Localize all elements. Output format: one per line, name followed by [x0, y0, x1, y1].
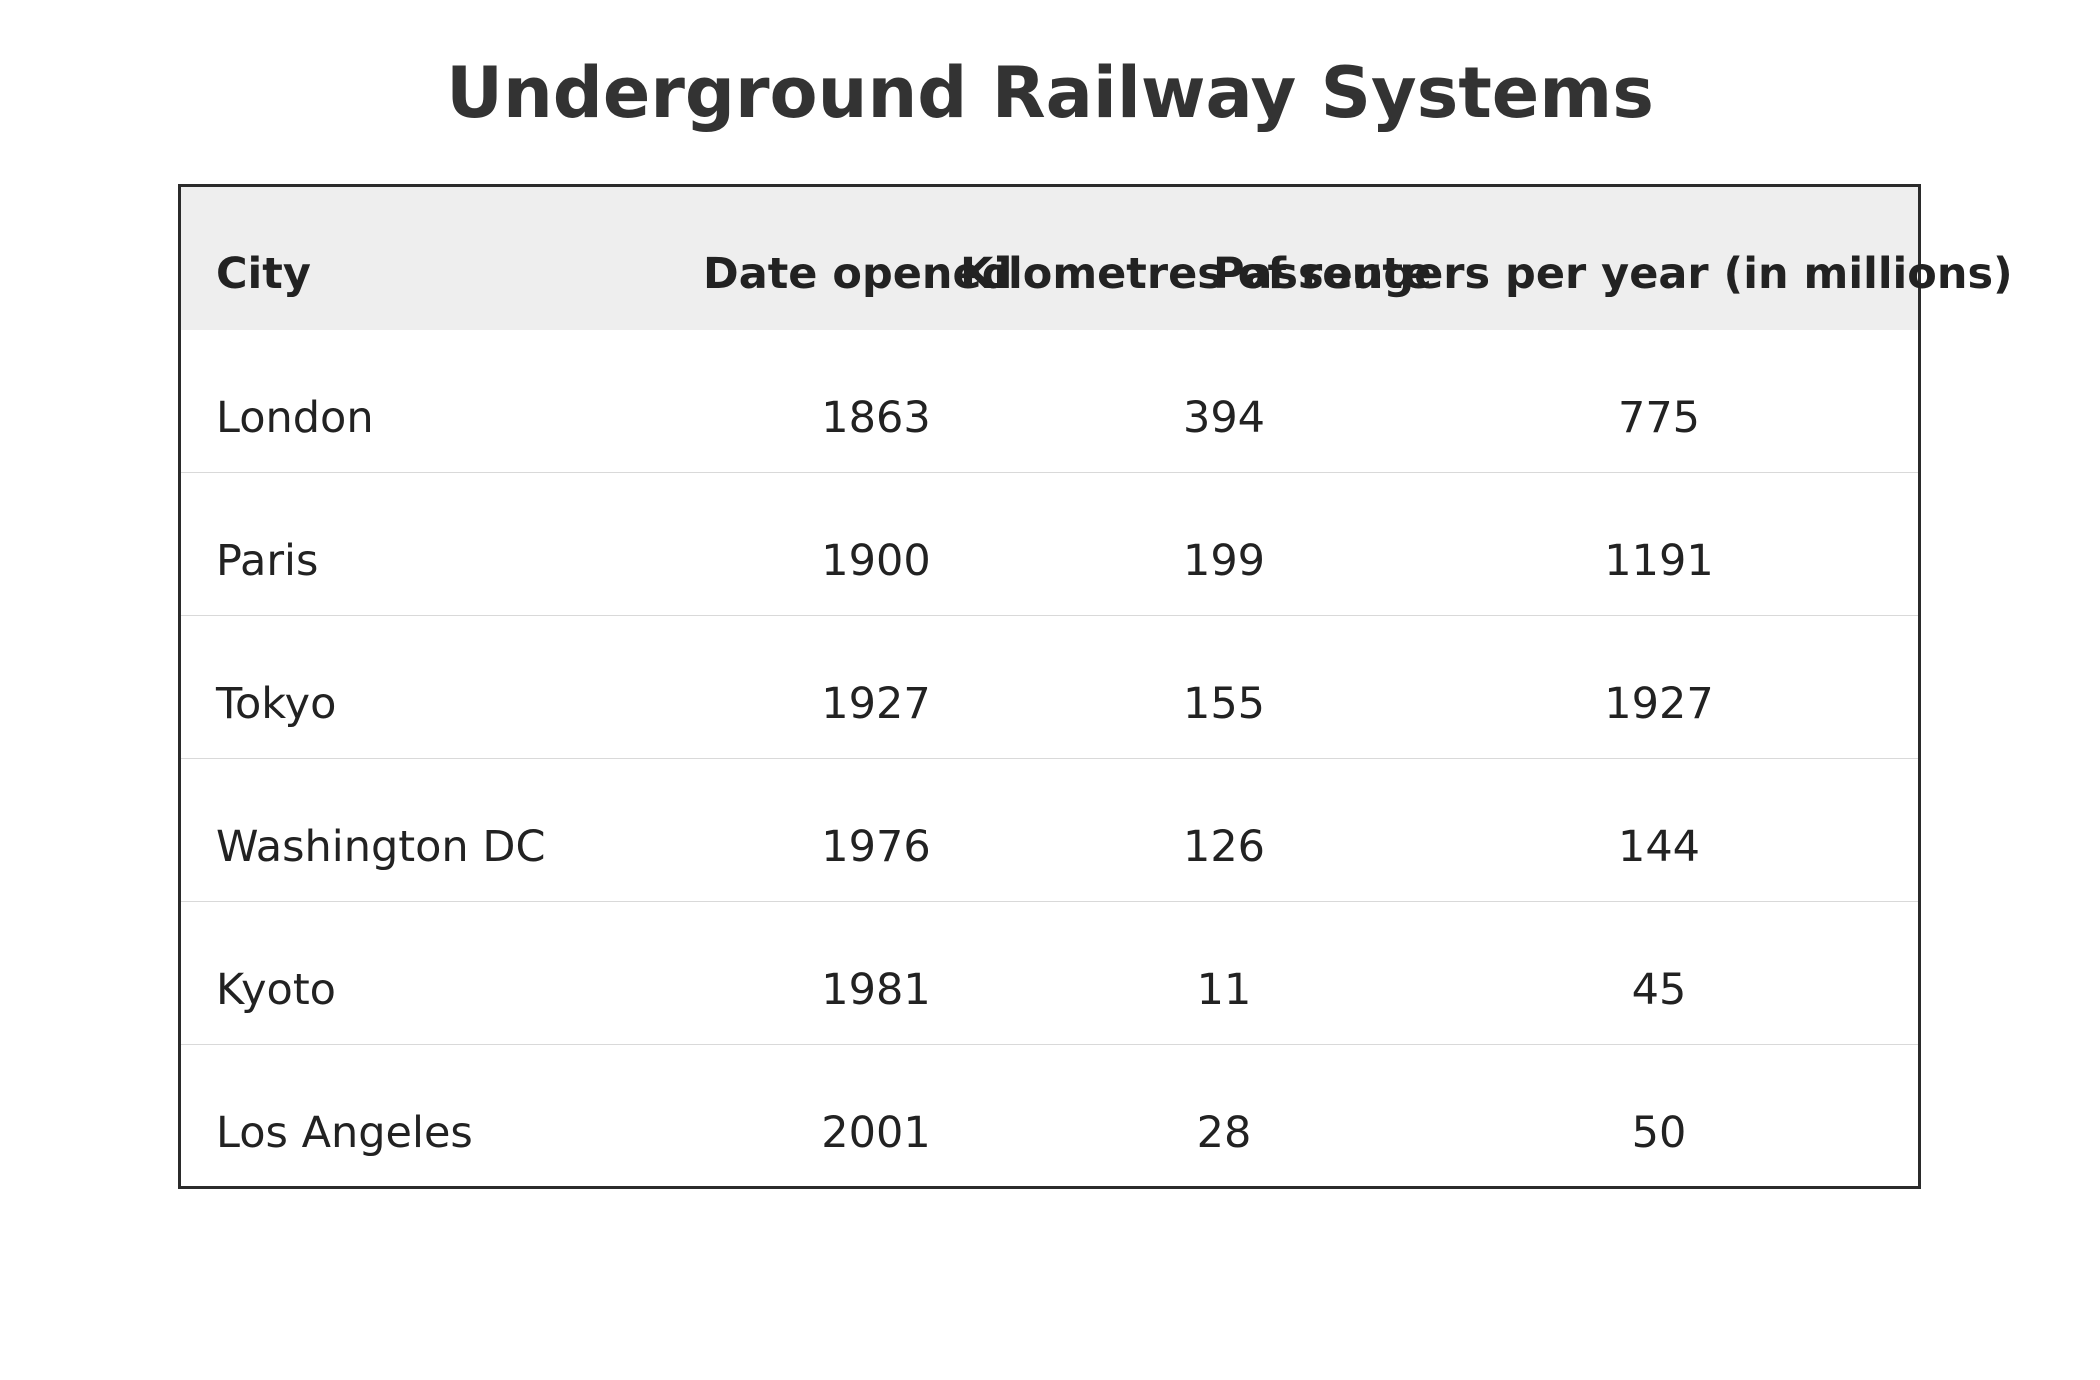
table-cell: 775 [1617, 393, 1701, 443]
row-divider [181, 758, 1918, 759]
table-cell-city: Kyoto [216, 965, 336, 1015]
table-cell: 11 [1196, 965, 1252, 1015]
column-header: Passengers per year (in millions) [1213, 249, 2013, 299]
table-cell: 155 [1182, 679, 1266, 729]
row-divider [181, 901, 1918, 902]
table-cell-city: London [216, 393, 374, 443]
table-cell: 144 [1617, 822, 1701, 872]
table-cell: 1927 [821, 679, 931, 729]
table-cell: 1191 [1604, 536, 1714, 586]
table-cell: 2001 [821, 1108, 931, 1158]
table-cell: 1863 [821, 393, 931, 443]
table-cell: 126 [1182, 822, 1266, 872]
row-divider [181, 472, 1918, 473]
row-divider [181, 1044, 1918, 1045]
table-cell-city: Washington DC [216, 822, 546, 872]
column-header: Date opened [703, 249, 1013, 299]
table-cell: 50 [1631, 1108, 1687, 1158]
table-cell: 28 [1196, 1108, 1252, 1158]
chart-title: Underground Railway Systems [446, 52, 1654, 134]
table-cell: 199 [1182, 536, 1266, 586]
table-cell: 45 [1631, 965, 1687, 1015]
table-cell: 394 [1182, 393, 1266, 443]
table-cell-city: Tokyo [216, 679, 337, 729]
table-cell: 1976 [821, 822, 931, 872]
table-header-background [181, 187, 1918, 330]
column-header: City [216, 249, 311, 299]
table-frame [178, 184, 1921, 1189]
table-cell-city: Los Angeles [216, 1108, 473, 1158]
table-cell-city: Paris [216, 536, 319, 586]
column-header: Kilometres of route [960, 249, 1433, 299]
table-cell: 1981 [821, 965, 931, 1015]
table-cell: 1900 [821, 536, 931, 586]
row-divider [181, 615, 1918, 616]
table-cell: 1927 [1604, 679, 1714, 729]
